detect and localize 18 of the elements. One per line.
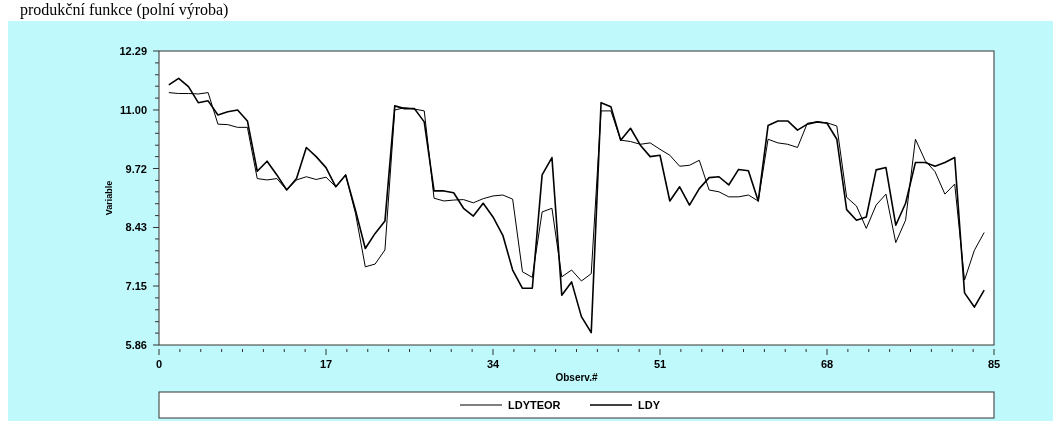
y-tick-label: 9.72 xyxy=(125,162,147,175)
x-tick-label: 17 xyxy=(319,358,333,370)
y-tick-label: 8.43 xyxy=(125,221,147,234)
legend-label: LDYTEOR xyxy=(508,399,561,411)
x-tick-label: 51 xyxy=(653,358,667,370)
y-axis-title: Variable xyxy=(104,180,114,216)
x-tick-label: 68 xyxy=(820,358,834,370)
x-tick-label: 34 xyxy=(486,358,500,370)
chart-title: produkční funkce (polní výroba) xyxy=(20,1,229,19)
y-tick-label: 5.86 xyxy=(125,339,147,351)
y-tick-label: 11.00 xyxy=(120,103,147,116)
x-axis-title: Observ.# xyxy=(555,372,598,383)
line-series xyxy=(168,77,985,334)
x-tick-label: 0 xyxy=(155,358,163,370)
x-tick-label: 85 xyxy=(987,358,1001,370)
y-tick-label: 12.29 xyxy=(119,45,147,57)
y-tick-label: 7.15 xyxy=(125,280,147,293)
legend-label: LDY xyxy=(638,399,661,411)
